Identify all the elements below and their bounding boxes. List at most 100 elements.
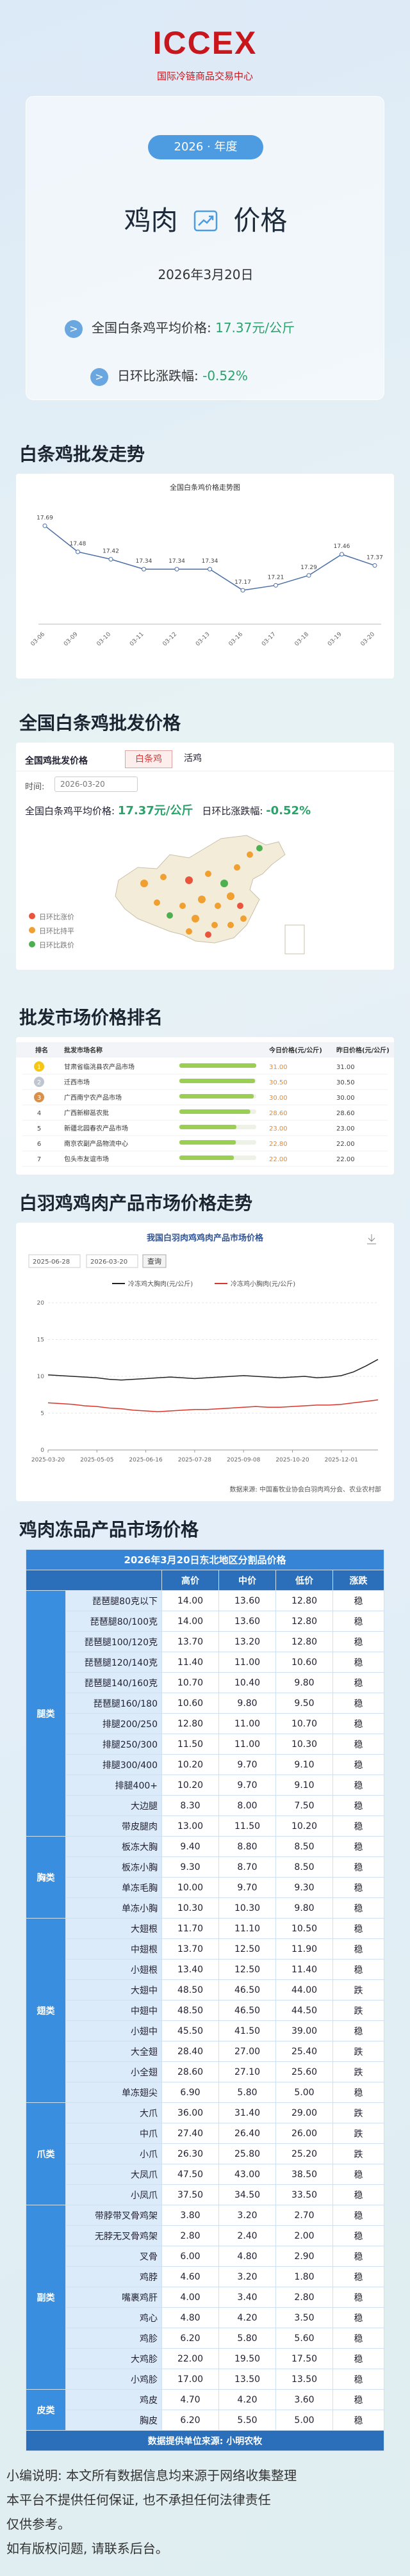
footer-row: 数据提供单位来源: 小明农牧 [26, 2430, 384, 2451]
header-blank [26, 1570, 162, 1591]
table-row: 小翅中 45.50 41.50 39.00 稳 [26, 2020, 384, 2041]
cell: 44.50 [275, 2000, 333, 2021]
product-name: 单冻小胸 [65, 1897, 162, 1919]
table-row: 小凤爪 37.50 34.50 33.50 稳 [26, 2184, 384, 2205]
cell: 19.50 [218, 2348, 276, 2369]
table-row: 单冻毛胸 10.00 9.70 9.30 稳 [26, 1877, 384, 1898]
date-input[interactable]: 2026-03-20 [90, 1259, 127, 1266]
x-tick-label: 2025-03-20 [31, 1457, 65, 1463]
cell: 11.00 [218, 1734, 276, 1755]
cell: 稳 [332, 1815, 384, 1837]
cell: 9.50 [275, 1693, 333, 1714]
table-row: 排腿200/250 12.80 11.00 10.70 稳 [26, 1713, 384, 1734]
notes: 小编说明: 本文所有数据信息均来源于网络收集整理 本平台不提供任何保证, 也不承担… [6, 2463, 297, 2561]
table-row: 大凤爪 47.50 43.00 38.50 稳 [26, 2164, 384, 2185]
data-label: 17.29 [300, 565, 317, 571]
stat-line: 全国白条鸡平均价格: 17.37元/公斤 日环比涨跌幅: -0.52% [25, 801, 311, 818]
cell: 5.80 [218, 2328, 276, 2349]
cell: 稳 [332, 2266, 384, 2287]
date-input[interactable]: 2026-03-20 [54, 777, 138, 792]
chart-title: 我国白羽肉鸡鸡肉产品市场价格 [147, 1233, 264, 1243]
y-tick-label: 5 [40, 1411, 44, 1417]
cell: 跌 [332, 2123, 384, 2144]
cell: 稳 [332, 1672, 384, 1693]
table-row: 琵琶腿160/180 10.60 9.80 9.50 稳 [26, 1693, 384, 1714]
product-suffix: 价格 [233, 205, 288, 236]
cell: 10.30 [218, 1897, 276, 1919]
product-name: 小凤爪 [65, 2184, 162, 2205]
tab[interactable]: 活鸡 [184, 753, 202, 764]
year-pill: 2026 · 年度 [148, 135, 263, 159]
point [42, 523, 47, 528]
cell: 26.30 [161, 2143, 219, 2164]
cell: 37.50 [161, 2184, 219, 2205]
cell: 27.10 [218, 2061, 276, 2082]
cell: 13.60 [218, 1590, 276, 1611]
header-cell: 今日价格(元/公斤) [268, 1046, 322, 1054]
cell: 稳 [332, 2205, 384, 2226]
cell: 2.00 [275, 2225, 333, 2246]
table-row: 中爪 27.40 26.40 26.00 跌 [26, 2123, 384, 2144]
product-name: 单冻毛胸 [65, 1877, 162, 1898]
date-input[interactable]: 2025-06-28 [33, 1259, 70, 1266]
cell: 稳 [332, 2184, 384, 2205]
cell: 3.40 [218, 2287, 276, 2308]
ranking-table: 排名 批发市场名称 今日价格(元/公斤) 昨日价格(元/公斤) 1 甘肃省临洮县农产品市场… [16, 1037, 394, 1175]
y-tick-label: 0 [40, 1447, 44, 1454]
section-title: 全国白条鸡批发价格 [19, 712, 181, 734]
data-label: 17.48 [70, 541, 86, 547]
tab-active[interactable]: 白条鸡 [125, 750, 172, 768]
cell: 10.50 [275, 1918, 333, 1939]
cell: 44.00 [275, 1979, 333, 2000]
legend-label: 日环比涨价 [39, 913, 74, 921]
table-row: 鸡胗 6.20 5.80 5.60 稳 [26, 2328, 384, 2349]
cell: 稳 [332, 2225, 384, 2246]
cell: 13.70 [161, 1938, 219, 1960]
table-row: 板冻小胸 9.30 8.70 8.50 稳 [26, 1856, 384, 1878]
cell: 4.20 [218, 2307, 276, 2328]
cell: 稳 [332, 1652, 384, 1673]
cell: 跌 [332, 2061, 384, 2082]
cell: 跌 [332, 2000, 384, 2021]
product-name: 板冻大胸 [65, 1836, 162, 1857]
change-label: 日环比涨跌幅: [117, 368, 199, 383]
x-tick-label: 03-13 [195, 631, 211, 648]
download-icon [367, 1234, 376, 1244]
category: 皮类 [26, 2389, 66, 2431]
table-row: 鸡脖 4.60 3.20 1.80 稳 [26, 2266, 384, 2287]
table-row: 小全翅 28.60 27.10 25.60 跌 [26, 2061, 384, 2082]
cell: 14.00 [161, 1611, 219, 1632]
avg-row: > 全国白条鸡平均价格: 17.37元/公斤 [65, 318, 295, 338]
cell: 9.10 [275, 1775, 333, 1796]
product-name: 大爪 [65, 2102, 162, 2123]
cell: 稳 [332, 2287, 384, 2308]
cell: 34.50 [218, 2184, 276, 2205]
cell: 稳 [332, 1918, 384, 1939]
cell: 2.80 [275, 2287, 333, 2308]
table-row: 排腿400+ 10.20 9.70 9.10 稳 [26, 1775, 384, 1796]
table-footer: 数据提供单位来源: 小明农牧 [26, 2430, 384, 2451]
cell: 跌 [332, 2102, 384, 2123]
x-tick-label: 03-17 [261, 631, 277, 648]
cell: 10.20 [161, 1775, 219, 1796]
point [340, 552, 344, 557]
cell: 11.00 [218, 1652, 276, 1673]
map-inset [284, 924, 305, 954]
cell: 跌 [332, 2041, 384, 2062]
legend-dot [29, 913, 35, 919]
product-name: 琵琶腿100/120克 [65, 1631, 162, 1652]
cell: 稳 [332, 2082, 384, 2103]
product-name: 大全翅 [65, 2041, 162, 2062]
product-name: 叉骨 [65, 2246, 162, 2267]
market-name: 甘肃省临洮县农产品市场 [64, 1063, 135, 1071]
cell: 10.20 [275, 1815, 333, 1837]
cell: 11.50 [218, 1815, 276, 1837]
cell: 11.40 [275, 1959, 333, 1980]
query-button[interactable]: 查询 [147, 1257, 161, 1266]
cell: 9.80 [275, 1672, 333, 1693]
cell: 39.00 [275, 2020, 333, 2041]
cell: 43.00 [218, 2164, 276, 2185]
yesterday-price: 22.00 [336, 1156, 355, 1163]
table-row: 胸皮 6.20 5.50 5.00 稳 [26, 2410, 384, 2431]
